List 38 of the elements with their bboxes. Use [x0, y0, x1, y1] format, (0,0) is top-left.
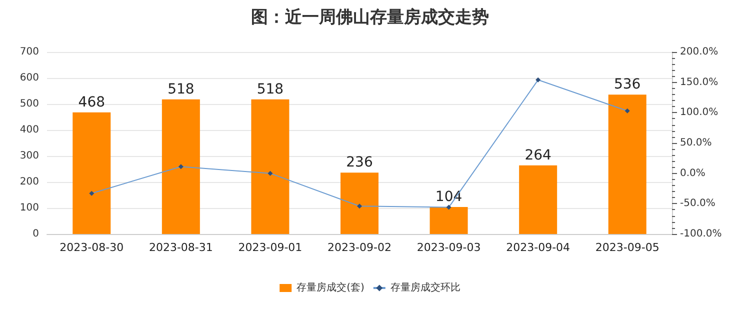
y-tick-label: 300	[20, 150, 39, 162]
data-label: 536	[614, 76, 641, 93]
bar	[251, 99, 290, 234]
data-label: 468	[78, 94, 106, 110]
x-tick-label: 2023-09-01	[238, 241, 302, 254]
y2-tick-label: 200.0%	[680, 46, 718, 58]
y2-tick-label: 50.0%	[680, 138, 712, 148]
legend-label: 存量房成交环比	[390, 282, 460, 294]
y-tick-label: 500	[20, 98, 39, 110]
y-tick-label: 200	[20, 176, 39, 188]
bar	[430, 206, 468, 234]
bar	[162, 99, 200, 234]
x-tick-label: 2023-09-05	[595, 241, 660, 254]
y-tick-label: 0	[32, 228, 39, 240]
x-tick-label: 2023-09-04	[506, 241, 570, 254]
bar	[608, 94, 646, 234]
y-tick-label: 400	[20, 124, 39, 136]
y-tick-label: 100	[20, 202, 39, 214]
data-label: 236	[346, 154, 373, 171]
y2-tick-label: 0.0%	[680, 168, 706, 179]
y-tick-label: 600	[20, 72, 39, 84]
x-tick-label: 2023-08-31	[148, 241, 213, 254]
data-label: 518	[256, 81, 284, 98]
y2-tick-label: 100.0%	[680, 107, 718, 118]
bar	[72, 112, 111, 234]
data-label: 264	[524, 147, 552, 164]
y2-tick-label: -100.0%	[680, 228, 722, 240]
y-tick-label: 700	[20, 46, 39, 58]
x-tick-label: 2023-09-02	[328, 241, 392, 254]
x-tick-label: 2023-09-03	[416, 241, 481, 254]
x-tick-label: 2023-08-30	[60, 241, 124, 254]
y2-tick-label: 150.0%	[680, 76, 718, 88]
bar	[519, 165, 558, 234]
bar	[340, 172, 378, 234]
chart-title: 图：近一周佛山存量房成交走势	[251, 8, 489, 28]
data-label: 518	[168, 81, 194, 98]
y2-tick-label: -50.0%	[680, 198, 716, 210]
legend-label: 存量房成交(套)	[296, 282, 364, 294]
